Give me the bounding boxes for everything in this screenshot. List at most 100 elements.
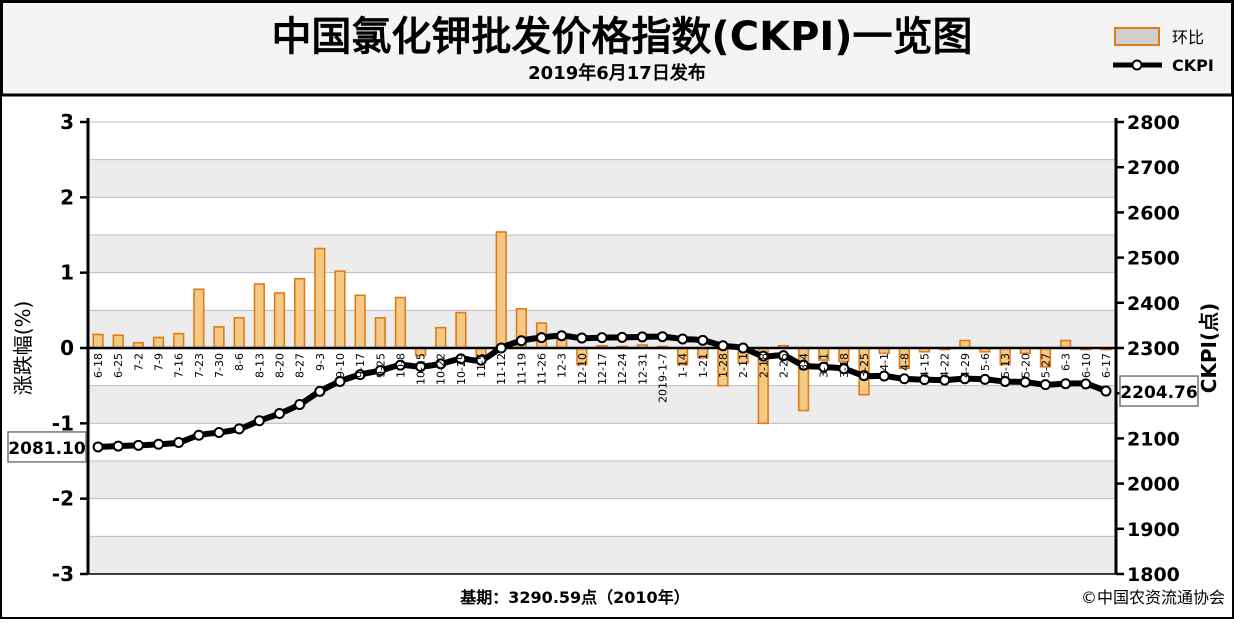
ckpi-point-11-26 (536, 332, 548, 344)
bar-10-8 (394, 296, 407, 349)
ckpi-point-6-17 (1100, 385, 1112, 397)
chart-title: 中国氯化钾批发价格指数(CKPI)一览图 (271, 14, 972, 60)
ckpi-point-2-18 (757, 350, 769, 362)
x-tick-label: 5-13 (999, 353, 1012, 378)
bar-9-17 (354, 294, 366, 349)
x-tick-label: 8-27 (294, 353, 307, 378)
right-tick-label: 2300 (1127, 338, 1180, 360)
left-tick-label: -2 (52, 487, 74, 511)
x-tick-label: 2019-1-7 (656, 353, 669, 403)
plot-background-bands (88, 122, 1116, 574)
ckpi-point-10-22 (435, 358, 447, 370)
plot-band (88, 197, 1116, 235)
x-tick-label: 3-25 (858, 353, 871, 378)
ckpi-point-1-14 (677, 333, 689, 345)
x-tick-label: 2-18 (757, 353, 770, 378)
left-y-tick-labels: -3 -2 -1 0 1 2 3 (52, 110, 88, 586)
bar-9-10 (334, 270, 346, 349)
x-tick-label: 3-11 (818, 353, 831, 378)
bar-10-22 (435, 326, 447, 349)
ckpi-point-8-27 (294, 399, 306, 410)
x-tick-label: 7-30 (213, 353, 226, 378)
right-tick-label: 1900 (1127, 519, 1180, 541)
bar-7-23 (193, 288, 205, 349)
right-tick-label: 1800 (1127, 564, 1180, 586)
ckpi-point-11-5 (475, 354, 487, 366)
x-tick-label: 2-25 (777, 353, 790, 378)
ckpi-point-12-3 (556, 330, 568, 342)
right-tick-label: 2700 (1127, 157, 1180, 179)
plot-band (88, 536, 1116, 574)
base-period-note: 基期：3290.59点（2010年） (459, 588, 689, 607)
x-tick-label: 4-1 (878, 353, 891, 371)
x-tick-label: 11-26 (536, 353, 549, 385)
left-tick-label: 3 (60, 110, 74, 134)
ckpi-point-6-25 (112, 440, 124, 452)
x-tick-label: 12-24 (616, 353, 629, 385)
plot-band (88, 159, 1116, 198)
x-tick-label: 11-19 (515, 353, 528, 385)
x-tick-label: 3-4 (798, 353, 811, 371)
x-tick-label: 7-2 (132, 353, 145, 371)
ckpi-point-4-29 (959, 373, 971, 385)
header-panel (1, 1, 1233, 96)
x-tick-label: 11-12 (495, 353, 508, 385)
right-tick-label: 2600 (1127, 202, 1180, 224)
legend: 环比 CKPI (1113, 27, 1214, 75)
ckpi-point-2019-1-7 (656, 331, 668, 343)
x-tick-label: 12-17 (596, 353, 609, 385)
ckpi-point-1-21 (697, 334, 709, 346)
ckpi-point-10-29 (455, 353, 467, 365)
plot-band (88, 122, 1116, 160)
ckpi-point-11-19 (515, 335, 527, 347)
bar-7-30 (213, 326, 225, 349)
ckpi-point-5-6 (979, 373, 991, 385)
x-tick-label: 7-9 (153, 353, 166, 371)
plot-band (88, 272, 1116, 311)
ckpi-point-5-27 (1039, 379, 1051, 391)
x-tick-label: 8-6 (233, 353, 246, 371)
right-tick-label: 2400 (1127, 293, 1180, 315)
right-tick-label: 2800 (1127, 112, 1180, 134)
ckpi-point-7-9 (153, 438, 165, 450)
ckpi-point-7-23 (193, 429, 205, 441)
x-tick-label: 10-8 (394, 353, 407, 378)
last-value-label: 2204.76 (1120, 383, 1197, 403)
x-tick-label: 3-18 (838, 353, 851, 378)
x-tick-label: 9-25 (374, 353, 387, 378)
plot-band (88, 498, 1116, 537)
copyright-credit: ©中国农资流通协会 (1081, 588, 1225, 607)
x-tick-label: 6-17 (1100, 353, 1113, 378)
x-tick-label: 7-23 (193, 353, 206, 378)
ckpi-point-1-28 (717, 340, 729, 352)
ckpi-point-9-17 (354, 369, 366, 381)
x-tick-label: 5-6 (979, 353, 992, 371)
ckpi-point-8-6 (233, 423, 245, 435)
x-tick-label: 5-20 (1019, 353, 1032, 378)
right-tick-label: 2100 (1127, 428, 1180, 450)
right-tick-label: 2000 (1127, 474, 1180, 496)
ckpi-point-3-11 (818, 361, 830, 373)
ckpi-point-12-24 (616, 331, 628, 343)
x-tick-label: 1-21 (697, 353, 710, 378)
bar-8-13 (253, 283, 265, 349)
bar-6-25 (112, 334, 124, 349)
ckpi-point-9-25 (374, 365, 386, 377)
x-tick-label: 8-20 (273, 353, 286, 378)
x-tick-labels: 6-18 6-25 7-2 7-9 7-16 7-23 7-30 8-6 8-13 8-20 8-2… (92, 353, 1113, 403)
legend-line-marker (1131, 59, 1143, 71)
x-tick-label: 6-18 (92, 353, 105, 378)
plot-band (88, 235, 1116, 273)
ckpi-point-6-18 (92, 441, 104, 453)
right-tick-label: 2500 (1127, 248, 1180, 270)
right-axis-title: CKPI(点) (1197, 303, 1221, 394)
x-tick-label: 10-15 (415, 353, 428, 385)
left-tick-label: -1 (52, 411, 74, 435)
x-tick-label: 1-14 (677, 353, 690, 378)
x-tick-label: 12-3 (556, 353, 569, 378)
x-tick-label: 5-27 (1039, 353, 1052, 378)
bar-10-29 (455, 311, 467, 349)
ckpi-point-9-10 (334, 375, 346, 387)
